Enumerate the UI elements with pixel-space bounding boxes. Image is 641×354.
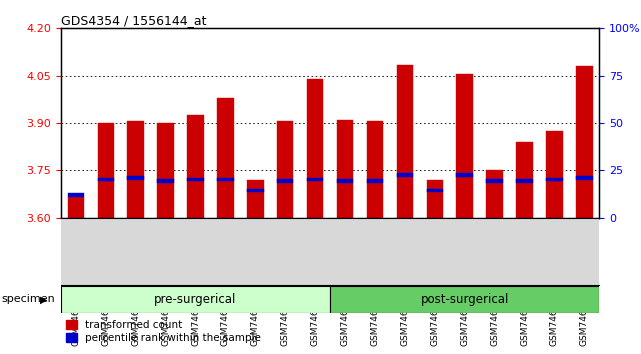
Bar [307, 79, 324, 218]
Bar [487, 179, 503, 183]
Bar [277, 179, 294, 183]
Bar [158, 123, 174, 218]
Bar [247, 189, 263, 193]
Bar [158, 179, 174, 183]
Text: GDS4354 / 1556144_at: GDS4354 / 1556144_at [61, 14, 206, 27]
Text: ▶: ▶ [40, 295, 47, 304]
Bar [517, 142, 533, 218]
Bar [367, 179, 383, 183]
Bar [427, 180, 443, 218]
Bar [546, 178, 563, 181]
Bar [217, 98, 233, 218]
Bar [217, 178, 233, 181]
Bar [517, 179, 533, 183]
Bar [68, 193, 84, 197]
Bar [397, 173, 413, 177]
Bar [128, 121, 144, 218]
Bar [330, 286, 599, 313]
Bar [456, 74, 473, 218]
Bar [576, 176, 593, 180]
Bar [187, 115, 204, 218]
Bar [61, 286, 330, 313]
Bar [487, 170, 503, 218]
Text: pre-surgerical: pre-surgerical [154, 293, 237, 306]
Bar [427, 189, 443, 193]
Bar [97, 123, 114, 218]
Bar [337, 179, 353, 183]
Bar [68, 197, 84, 218]
Bar [277, 121, 294, 218]
Text: post-surgerical: post-surgerical [420, 293, 509, 306]
Bar [247, 180, 263, 218]
Bar [97, 178, 114, 181]
Bar [307, 178, 324, 181]
Bar [187, 178, 204, 181]
Bar [546, 131, 563, 218]
Bar [337, 120, 353, 218]
Bar [456, 173, 473, 177]
Bar [576, 66, 593, 218]
Legend: transformed count, percentile rank within the sample: transformed count, percentile rank withi… [66, 320, 261, 343]
Bar [367, 121, 383, 218]
Bar [397, 65, 413, 218]
Bar [128, 176, 144, 180]
Text: specimen: specimen [1, 295, 55, 304]
